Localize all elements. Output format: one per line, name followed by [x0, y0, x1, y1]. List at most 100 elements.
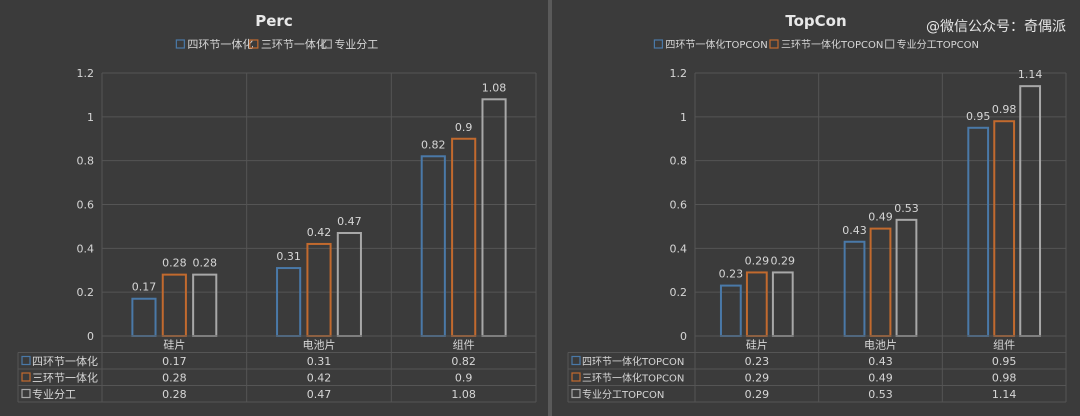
- table-cell-value: 0.47: [307, 388, 332, 401]
- data-label: 0.31: [276, 250, 301, 263]
- y-tick-label: 0.6: [670, 199, 688, 212]
- bar: [895, 218, 918, 337]
- data-label: 0.42: [307, 226, 332, 239]
- bar: [1019, 85, 1042, 338]
- bar: [771, 271, 794, 338]
- table-legend-swatch: [21, 355, 31, 366]
- legend-label-2: 三环节一体化TOPCON: [781, 38, 883, 51]
- bar: [843, 240, 866, 337]
- legend-label-3: 专业分工: [334, 37, 378, 51]
- legend-label-3: 专业分工TOPCON: [897, 38, 979, 51]
- table-cell-value: 0.82: [451, 355, 476, 368]
- bar: [192, 273, 218, 337]
- data-label: 0.95: [966, 110, 991, 123]
- table-legend-swatch: [21, 388, 31, 399]
- y-tick-label: 0.4: [670, 242, 688, 255]
- legend-swatch-1: [653, 39, 664, 49]
- data-label: 0.28: [192, 257, 217, 270]
- table-cell-value: 1.08: [451, 388, 476, 401]
- bar: [420, 155, 446, 337]
- table-cell-value: 0.31: [307, 355, 332, 368]
- table-legend-swatch: [571, 355, 581, 366]
- bar: [131, 297, 157, 338]
- chart-title: Perc: [255, 12, 292, 30]
- data-label: 0.49: [868, 211, 893, 224]
- x-category-label: 电池片: [303, 339, 336, 352]
- bar: [993, 120, 1016, 338]
- data-label: 1.08: [482, 81, 507, 94]
- data-label: 1.14: [1018, 68, 1043, 81]
- y-tick-label: 1: [87, 111, 94, 124]
- data-label: 0.9: [455, 121, 473, 134]
- table-cell-value: 0.49: [868, 372, 893, 385]
- y-tick-label: 0.6: [77, 199, 95, 212]
- data-label: 0.28: [162, 257, 187, 270]
- legend-swatch-2: [769, 39, 779, 49]
- y-tick-label: 0.4: [77, 242, 95, 255]
- chart-title: TopCon: [785, 12, 846, 30]
- y-tick-label: 1.2: [670, 67, 688, 80]
- data-label: 0.82: [421, 138, 446, 151]
- data-label: 0.23: [719, 268, 744, 281]
- x-category-label: 组件: [993, 338, 1015, 352]
- data-label: 0.17: [132, 281, 157, 294]
- x-category-label: 硅片: [746, 339, 768, 352]
- table-cell-value: 0.29: [745, 388, 770, 401]
- y-tick-label: 0.2: [670, 286, 688, 299]
- table-legend-swatch: [571, 372, 581, 382]
- table-row-label: 专业分工: [32, 387, 76, 401]
- table-row-label: 三环节一体化: [32, 371, 98, 385]
- table-cell-value: 0.53: [868, 388, 893, 401]
- bar: [451, 137, 477, 337]
- y-tick-label: 0.8: [670, 155, 688, 168]
- y-tick-label: 0: [87, 330, 94, 343]
- bar: [481, 98, 507, 337]
- table-row-label: 四环节一体化TOPCON: [582, 355, 684, 368]
- legend-label-1: 四环节一体化: [187, 37, 253, 51]
- table-cell-value: 0.9: [455, 372, 473, 385]
- bar: [719, 284, 742, 338]
- x-category-label: 电池片: [864, 339, 897, 352]
- table-cell-value: 0.43: [868, 355, 893, 368]
- y-tick-label: 1: [680, 111, 687, 124]
- y-tick-label: 0.8: [77, 155, 95, 168]
- table-cell-value: 0.98: [992, 372, 1017, 385]
- legend-label-1: 四环节一体化TOPCON: [665, 38, 767, 51]
- x-category-label: 组件: [453, 338, 475, 352]
- data-label: 0.29: [745, 254, 770, 267]
- x-category-label: 硅片: [163, 339, 185, 352]
- table-cell-value: 0.29: [745, 372, 770, 385]
- legend-swatch-2: [249, 39, 259, 49]
- topcon-chart-panel: TopCon 四环节一体化TOPCON 三环节一体化TOPCON 专业分工TOPCON…: [552, 0, 1080, 416]
- table-cell-value: 1.14: [992, 388, 1017, 401]
- table-row-label: 专业分工TOPCON: [582, 388, 664, 401]
- y-tick-label: 0.2: [77, 286, 95, 299]
- table-cell-value: 0.95: [992, 355, 1017, 368]
- topcon-chart: TopCon 四环节一体化TOPCON 三环节一体化TOPCON 专业分工TOPCON…: [567, 12, 1067, 403]
- data-label: 0.29: [771, 254, 796, 267]
- table-cell-value: 0.28: [162, 388, 187, 401]
- watermark-text: @微信公众号：奇偶派: [926, 19, 1066, 35]
- panel-divider: [548, 0, 552, 416]
- y-tick-label: 1.2: [77, 67, 95, 80]
- bar: [869, 227, 892, 338]
- bar: [967, 126, 990, 337]
- legend-swatch-1: [175, 39, 185, 49]
- table-row-label: 三环节一体化TOPCON: [582, 372, 684, 385]
- table-legend-swatch: [21, 372, 31, 382]
- legend-swatch-3: [322, 39, 332, 49]
- perc-chart-panel: Perc 四环节一体化 三环节一体化 专业分工 0 0.2 0.4 0.6 0.8 1 1.2 0.1…: [17, 12, 537, 403]
- legend-label-2: 三环节一体化: [261, 37, 327, 51]
- bar: [745, 271, 768, 338]
- data-label: 0.53: [894, 202, 919, 215]
- bar: [306, 242, 332, 337]
- table-row-label: 四环节一体化: [32, 354, 98, 368]
- table-cell-value: 0.28: [162, 372, 187, 385]
- legend-swatch-3: [885, 39, 895, 49]
- bar: [161, 273, 187, 337]
- table-legend-swatch: [571, 388, 581, 399]
- data-label: 0.98: [992, 103, 1017, 116]
- table-cell-value: 0.23: [745, 355, 770, 368]
- table-cell-value: 0.42: [307, 372, 332, 385]
